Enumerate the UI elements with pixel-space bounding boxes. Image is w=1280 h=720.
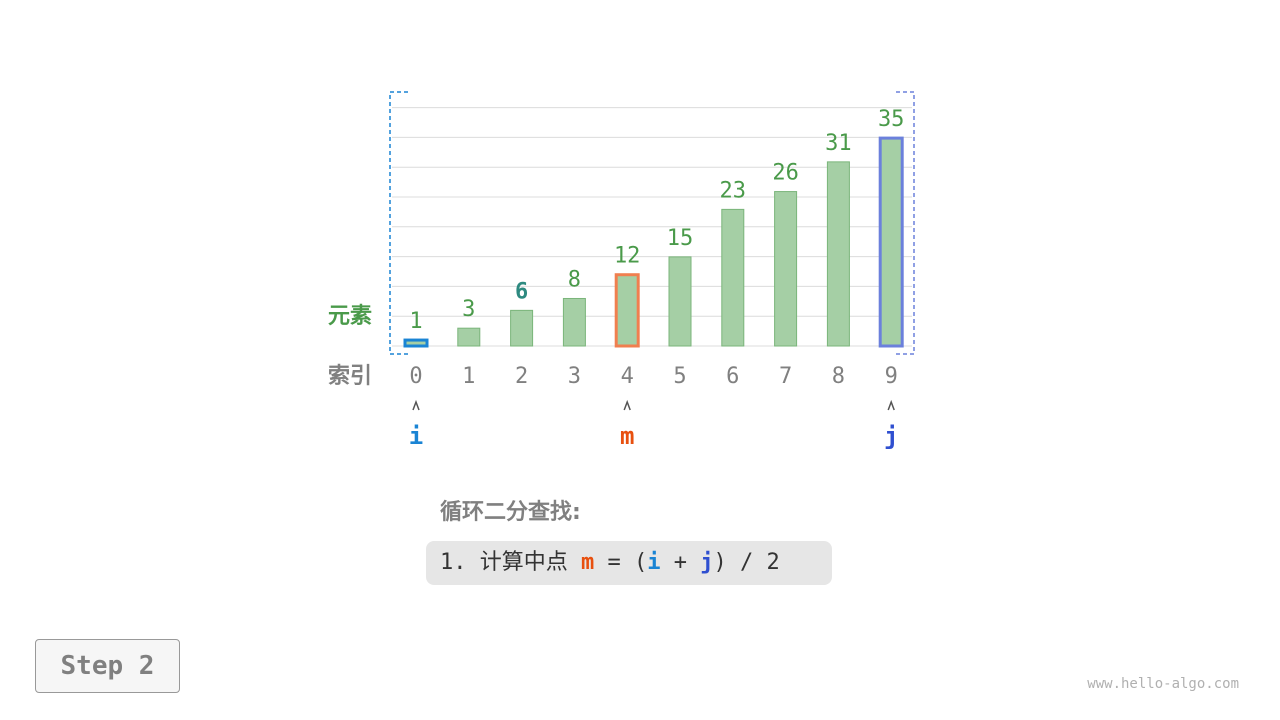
bar	[457, 327, 481, 347]
bar	[403, 338, 429, 348]
step-description: 1. 计算中点 m = (i + j) / 2	[426, 541, 832, 585]
code-j: j	[700, 550, 714, 575]
pointer-arrow-icon	[887, 399, 895, 411]
y-axis-label: 元素	[328, 303, 372, 329]
index-label: 4	[621, 364, 634, 389]
value-label: 15	[667, 226, 694, 251]
index-label: 7	[779, 364, 792, 389]
bar	[721, 208, 745, 347]
value-label: 1	[409, 309, 422, 334]
index-label: 2	[515, 364, 528, 389]
bar	[562, 297, 586, 347]
right-bracket	[896, 91, 915, 355]
algorithm-title: 循环二分查找:	[440, 500, 581, 525]
pointer-arrow-icon	[412, 399, 420, 411]
bar	[826, 161, 850, 347]
x-axis-label: 索引	[328, 364, 372, 389]
index-label: 1	[462, 364, 475, 389]
pointer-i: i	[409, 422, 423, 450]
bar	[774, 191, 798, 347]
index-label: 5	[673, 364, 686, 389]
code-m: m	[580, 550, 595, 575]
index-label: 9	[885, 364, 898, 389]
value-label: 31	[825, 131, 852, 156]
index-label: 6	[726, 364, 739, 389]
value-label: 35	[878, 107, 905, 132]
value-label: 23	[720, 178, 747, 203]
value-label: 8	[568, 267, 581, 292]
pointer-arrow-icon	[623, 399, 631, 411]
pointer-j: j	[884, 422, 898, 450]
value-label: 12	[614, 244, 641, 269]
code-prefix: 1. 计算中点	[440, 550, 581, 575]
bar	[668, 256, 692, 347]
value-label: 6	[515, 279, 528, 304]
index-label: 3	[568, 364, 581, 389]
bar	[614, 273, 640, 348]
pointer-m: m	[620, 422, 634, 450]
code-plus: +	[660, 550, 701, 575]
value-label: 3	[462, 297, 475, 322]
index-label: 8	[832, 364, 845, 389]
index-label: 0	[409, 364, 422, 389]
code-suffix: ) / 2	[713, 550, 780, 575]
bar	[510, 309, 534, 347]
step-button[interactable]: Step 2	[35, 639, 180, 693]
left-bracket	[389, 91, 408, 355]
value-label: 26	[772, 161, 799, 186]
watermark: www.hello-algo.com	[1087, 676, 1239, 692]
code-eq: = (	[594, 550, 648, 575]
bar	[878, 136, 904, 348]
code-i: i	[647, 550, 661, 575]
